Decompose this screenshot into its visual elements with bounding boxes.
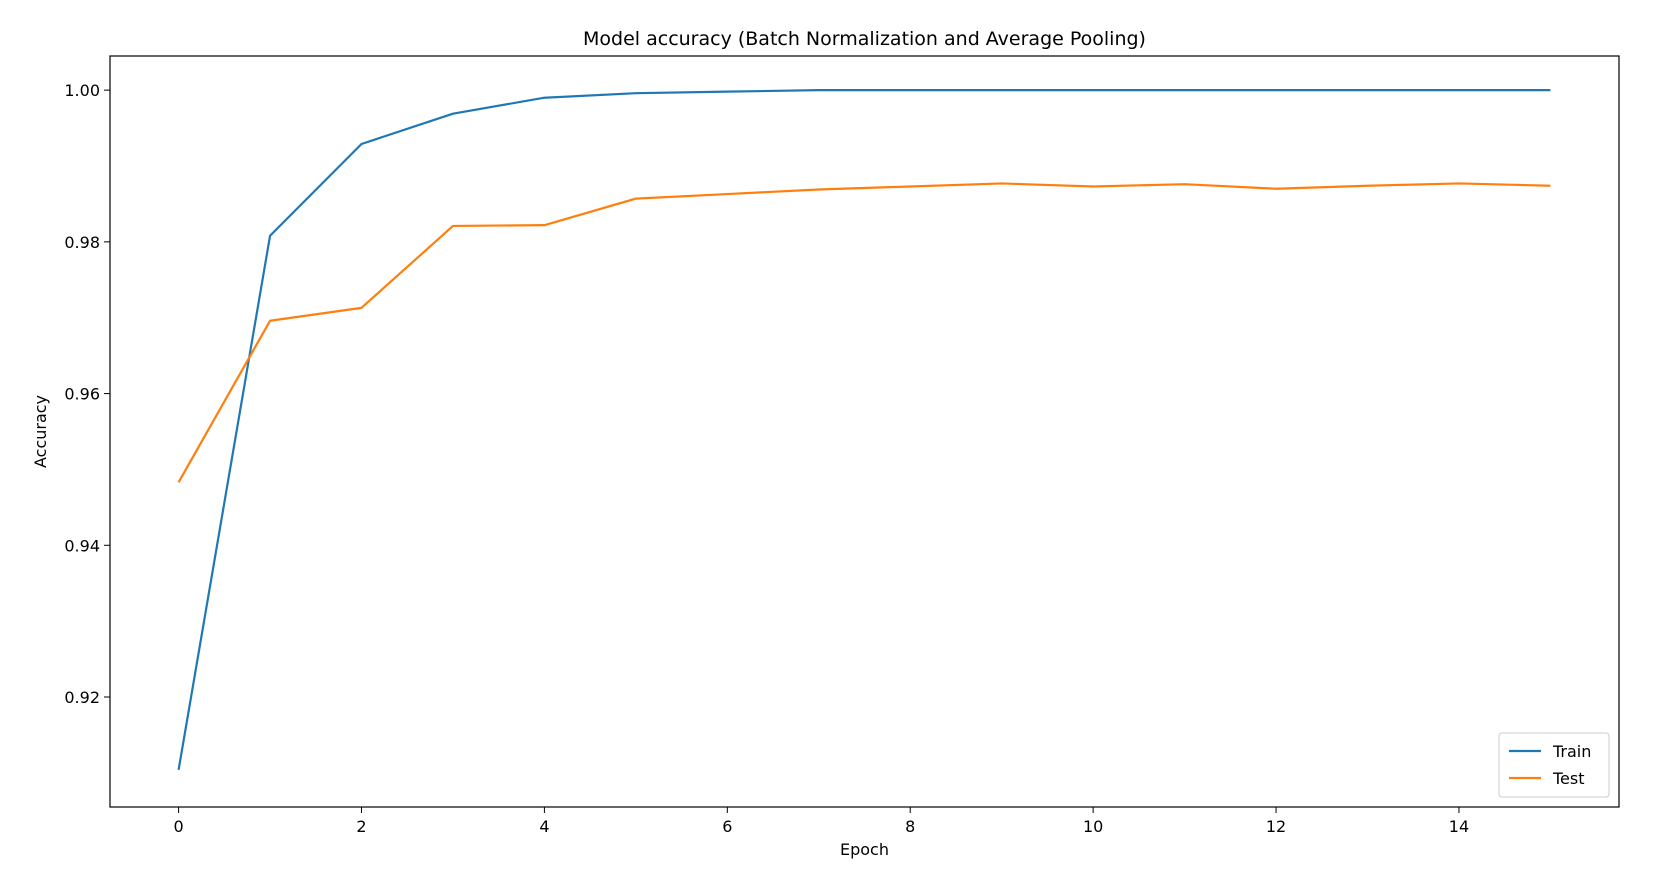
y-axis: 0.92 0.94 0.96 0.98 1.00 <box>64 81 110 707</box>
x-tick-label: 10 <box>1083 817 1103 836</box>
series-line-test <box>177 182 1551 483</box>
plot-frame <box>109 55 1620 808</box>
chart-title: Model accuracy (Batch Normalization and … <box>583 28 1146 50</box>
x-tick-label: 12 <box>1266 817 1286 836</box>
x-tick-label: 6 <box>722 817 732 836</box>
series-line-train <box>177 89 1551 771</box>
legend-label-train: Train <box>1552 742 1591 761</box>
y-tick-label: 0.94 <box>64 536 100 555</box>
x-tick-label: 0 <box>173 817 183 836</box>
legend-label-test: Test <box>1552 769 1585 788</box>
legend-box <box>1498 732 1610 798</box>
x-tick-label: 4 <box>539 817 549 836</box>
x-axis: 0 2 4 6 8 10 12 14 <box>173 807 1469 836</box>
y-tick-label: 0.98 <box>64 233 100 252</box>
plot-lines <box>177 89 1551 771</box>
x-axis-label: Epoch <box>840 840 889 859</box>
y-axis-label: Accuracy <box>31 395 50 468</box>
x-tick-label: 14 <box>1449 817 1469 836</box>
y-tick-label: 0.96 <box>64 385 100 404</box>
y-tick-label: 1.00 <box>64 81 100 100</box>
x-tick-label: 2 <box>356 817 366 836</box>
legend: Train Test <box>1498 732 1610 798</box>
y-tick-label: 0.92 <box>64 688 100 707</box>
x-tick-label: 8 <box>905 817 915 836</box>
